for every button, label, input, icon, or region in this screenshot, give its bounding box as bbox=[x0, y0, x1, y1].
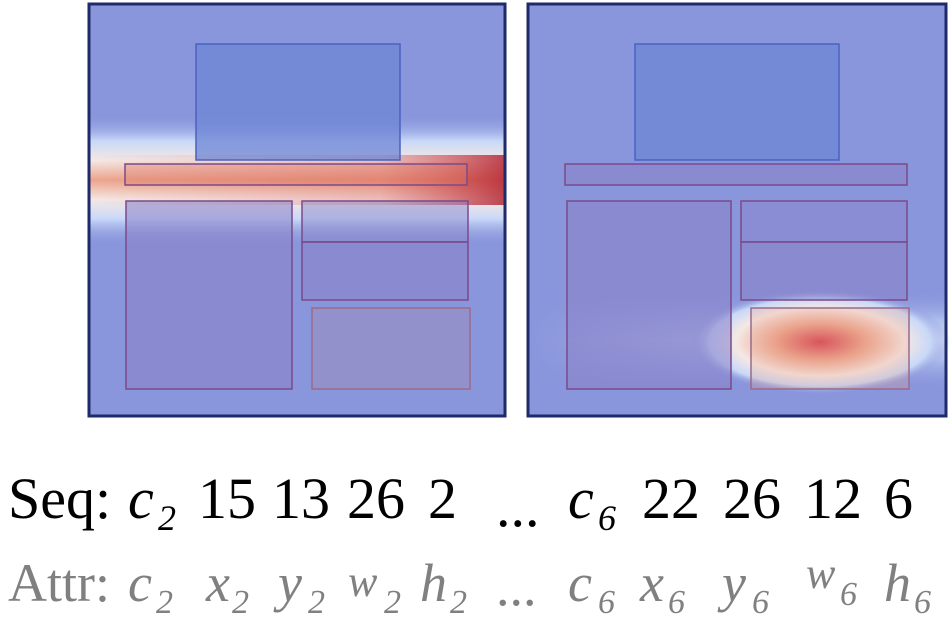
attr-y6: y bbox=[722, 553, 746, 613]
seq-value: 2 bbox=[428, 466, 457, 531]
attr-c2: c bbox=[128, 553, 152, 613]
attr-x6: x bbox=[640, 553, 664, 613]
seq-c6-sub: 6 bbox=[598, 498, 616, 538]
attr-h6-sub: 6 bbox=[914, 584, 931, 621]
attr-x2-sub: 2 bbox=[232, 584, 249, 621]
bottom-right-box bbox=[750, 307, 910, 390]
bottom-right-box bbox=[311, 307, 471, 390]
seq-value: 26 bbox=[347, 466, 405, 531]
left-box bbox=[125, 200, 293, 390]
attr-w6-sub: 6 bbox=[840, 576, 857, 613]
attr-w6: w bbox=[806, 549, 836, 598]
mid-bottom-box bbox=[301, 241, 469, 301]
header-box bbox=[124, 163, 468, 186]
seq-c2-sub: 2 bbox=[158, 498, 176, 538]
seq-label: Seq: bbox=[8, 466, 112, 531]
seq-ellipsis: ... bbox=[496, 474, 540, 539]
seq-value: 13 bbox=[272, 466, 330, 531]
header-box bbox=[564, 163, 908, 186]
panel-right-border bbox=[526, 2, 948, 418]
attr-row: Attr: c 2 x 2 y 2 w 2 h 2 ... c 6 x 6 y … bbox=[0, 548, 952, 628]
attr-y2-sub: 2 bbox=[308, 584, 325, 621]
attr-w2: w bbox=[348, 557, 378, 606]
seq-c6: c bbox=[568, 466, 594, 531]
panel-left-border bbox=[87, 2, 507, 418]
mid-bottom-box bbox=[740, 241, 908, 301]
attr-c6-sub: 6 bbox=[598, 584, 615, 621]
panel-right bbox=[526, 2, 950, 418]
panel-left bbox=[87, 2, 507, 418]
attr-w2-sub: 2 bbox=[384, 584, 401, 621]
image-box bbox=[634, 43, 840, 161]
heatmap-figure bbox=[87, 2, 950, 418]
attr-label: Attr: bbox=[8, 553, 110, 613]
mid-top-box bbox=[740, 200, 908, 243]
attr-h2: h bbox=[420, 553, 447, 613]
seq-value: 12 bbox=[804, 466, 862, 531]
attr-c6: c bbox=[568, 553, 592, 613]
mid-top-box bbox=[301, 200, 469, 243]
attr-x6-sub: 6 bbox=[668, 584, 685, 621]
seq-c2: c bbox=[128, 466, 154, 531]
seq-value: 15 bbox=[198, 466, 256, 531]
attr-x2: x bbox=[206, 553, 230, 613]
seq-value: 22 bbox=[642, 466, 700, 531]
seq-value: 26 bbox=[723, 466, 781, 531]
image-box bbox=[195, 43, 401, 161]
left-box bbox=[566, 200, 732, 390]
seq-value: 6 bbox=[884, 466, 913, 531]
attr-c2-sub: 2 bbox=[156, 584, 173, 621]
attr-ellipsis: ... bbox=[496, 557, 537, 617]
attr-y2: y bbox=[278, 553, 302, 613]
attr-y6-sub: 6 bbox=[752, 584, 769, 621]
attr-h6: h bbox=[884, 553, 911, 613]
attr-h2-sub: 2 bbox=[450, 584, 467, 621]
heat-spot bbox=[690, 290, 950, 394]
seq-row: Seq: c 2 15 13 26 2 ... c 6 22 26 12 6 bbox=[0, 462, 952, 542]
